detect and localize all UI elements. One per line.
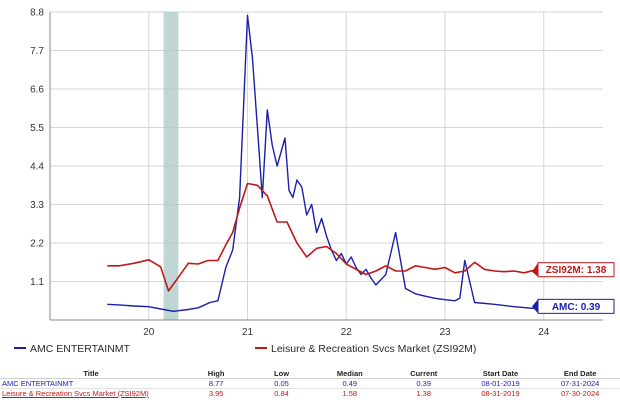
legend-label-zsi92m: Leisure & Recreation Svcs Market (ZSI92M…	[271, 343, 477, 355]
stats-header-median: Median	[336, 368, 363, 378]
stats-cell-high: 8.77	[208, 379, 224, 388]
axes: 1.1 2.2 3.3 4.4 5.5 6.6 7.7 8.8 20 21 22 23 24	[30, 8, 603, 338]
legend-item-zsi92m: Leisure & Recreation Svcs Market (ZSI92M…	[255, 343, 476, 355]
y-tick-label-7: 8.8	[30, 8, 44, 19]
x-tick-label-2: 22	[341, 327, 353, 338]
stats-header-title: Title	[83, 368, 99, 378]
end-label-box-0	[537, 298, 615, 314]
legend-label-amc: AMC ENTERTAINMT	[30, 343, 130, 355]
price-chart: 1.1 2.2 3.3 4.4 5.5 6.6 7.7 8.8 20 21 22 23 24 AMC: …	[30, 8, 615, 338]
stats-row-amc: AMC ENTERTAINMT 8.77 0.05 0.49 0.39 08-0…	[0, 379, 620, 389]
y-tick-label-3: 4.4	[30, 162, 44, 173]
series-lines	[107, 14, 602, 312]
y-tick-label-4: 5.5	[30, 123, 44, 134]
x-tick-label-1: 21	[242, 327, 254, 338]
grid-lines	[50, 11, 603, 320]
stats-cell-median: 0.49	[342, 379, 358, 388]
recession-band	[163, 12, 179, 320]
stats-cell-current: 1.38	[416, 389, 432, 398]
y-tick-label-0: 1.1	[30, 277, 44, 288]
stats-cell-start-date: 08-31-2019	[481, 389, 520, 398]
y-tick-label-2: 3.3	[30, 200, 44, 211]
end-label-pointer-0	[532, 299, 538, 314]
end-labels: AMC: 0.39 ZSI92M: 1.38	[532, 262, 615, 314]
stats-cell-low: 0.84	[274, 389, 289, 398]
end-label-text-1: ZSI92M: 1.38	[546, 265, 607, 276]
stats-header-low: Low	[274, 368, 290, 378]
recession-band-rect	[163, 12, 179, 320]
stats-cell-high: 3.95	[208, 389, 224, 398]
y-tick-label-1: 2.2	[30, 239, 44, 250]
stats-cell-title[interactable]: Leisure & Recreation Svcs Market (ZSI92M…	[2, 389, 149, 398]
stats-row-zsi92m: Leisure & Recreation Svcs Market (ZSI92M…	[0, 389, 620, 398]
stats-cell-end-date: 07-30-2024	[560, 389, 600, 398]
x-tick-label-3: 23	[439, 327, 451, 338]
stats-cell-median: 1.58	[342, 389, 358, 398]
stats-header-high: High	[207, 368, 225, 378]
stats-cell-title: AMC ENTERTAINMT	[2, 379, 74, 388]
stats-cell-low: 0.05	[274, 379, 289, 388]
stats-cell-end-date: 07-31-2024	[560, 379, 600, 388]
y-tick-label-6: 7.7	[30, 46, 44, 57]
stats-header-start-date: Start Date	[482, 368, 519, 378]
stats-header-row: Title High Low Median Current Start Date…	[0, 368, 620, 379]
legend-item-amc: AMC ENTERTAINMT	[14, 343, 130, 355]
end-label-pointer-1	[532, 262, 538, 277]
x-tick-label-4: 24	[538, 327, 550, 338]
end-label-text-0: AMC: 0.39	[552, 302, 601, 313]
y-tick-label-5: 6.6	[30, 85, 44, 96]
stats-header-end-date: End Date	[563, 368, 597, 378]
stats-table: Title High Low Median Current Start Date…	[0, 368, 620, 398]
stats-header-current: Current	[410, 368, 438, 378]
end-label-box-1	[537, 262, 615, 278]
stats-cell-start-date: 08-01-2019	[481, 379, 520, 388]
series-line-0	[107, 14, 602, 312]
legend-swatch-zsi92m	[255, 347, 267, 350]
stats-cell-current: 0.39	[416, 379, 432, 388]
x-tick-label-0: 20	[143, 327, 155, 338]
legend-swatch-amc	[14, 347, 26, 350]
legend: AMC ENTERTAINMT Leisure & Recreation Svc…	[0, 343, 620, 359]
series-line-1	[107, 182, 601, 292]
